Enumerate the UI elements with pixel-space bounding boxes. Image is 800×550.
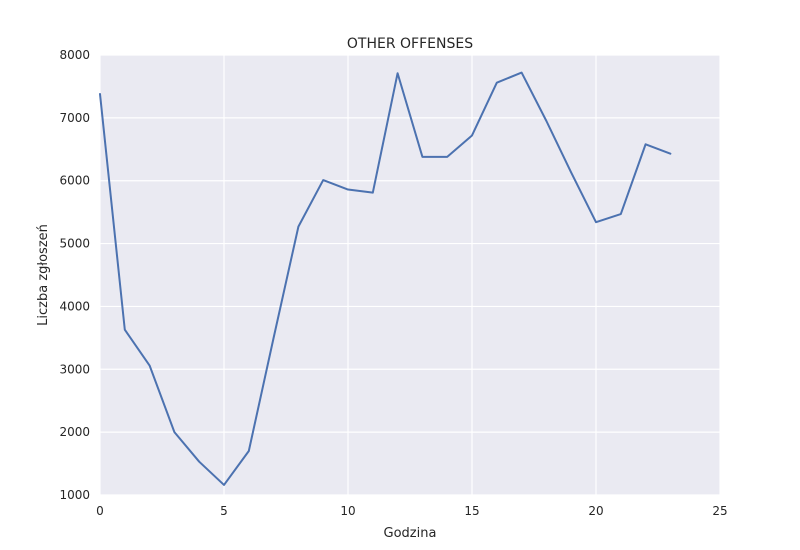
series-layer	[99, 71, 672, 486]
tick-labels: 0 5 10 15 20 25 1000 2000 3000 4000 5000 6000 7000 80…	[59, 48, 727, 518]
y-tick-label: 3000	[59, 362, 90, 376]
y-tick-label: 7000	[59, 111, 90, 125]
y-tick-label: 6000	[59, 174, 90, 188]
series-line	[99, 71, 672, 486]
y-tick-label: 5000	[59, 237, 90, 251]
y-tick-label: 8000	[59, 48, 90, 62]
y-tick-label: 4000	[59, 299, 90, 313]
x-tick-label: 10	[340, 504, 355, 518]
x-tick-label: 5	[220, 504, 228, 518]
plot-area	[100, 55, 720, 495]
x-tick-label: 0	[96, 504, 104, 518]
y-axis-label: Liczba zgłoszeń	[36, 224, 51, 326]
y-tick-label: 1000	[59, 488, 90, 502]
x-tick-label: 15	[464, 504, 479, 518]
y-tick-label: 2000	[59, 425, 90, 439]
x-tick-label: 25	[712, 504, 727, 518]
x-tick-label: 20	[588, 504, 603, 518]
chart-title: OTHER OFFENSES	[347, 36, 473, 52]
x-axis-label: Godzina	[384, 526, 437, 541]
